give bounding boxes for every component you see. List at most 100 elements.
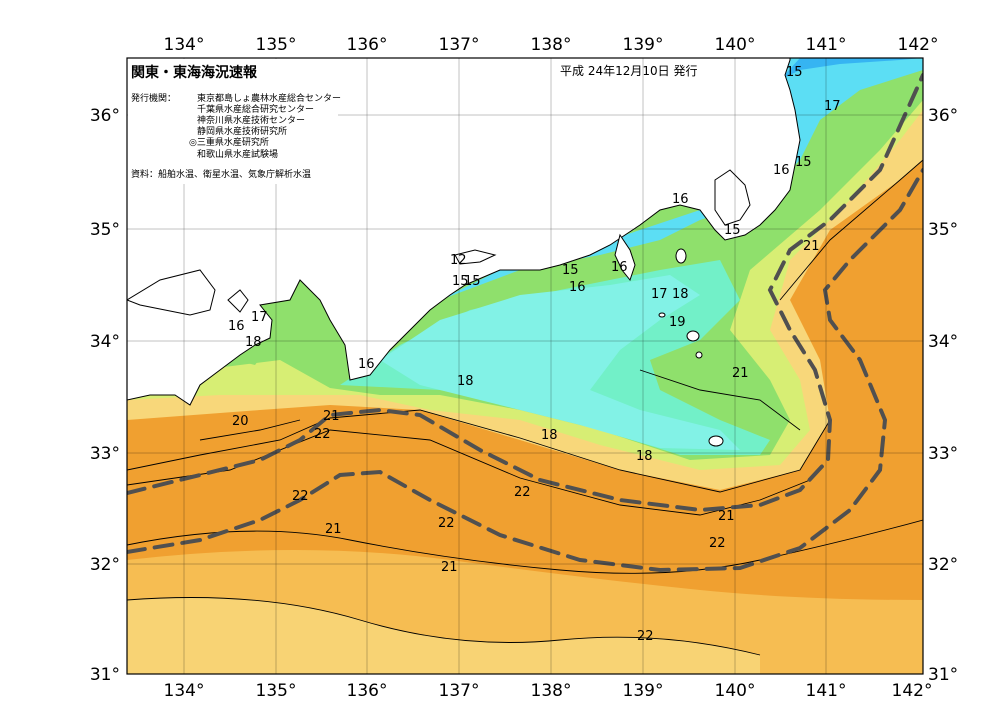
lat-label: 36° xyxy=(90,106,120,126)
issuer-5: ◎三重県水産研究所 xyxy=(189,136,269,148)
lon-label: 142° xyxy=(892,681,933,701)
lon-label: 134° xyxy=(164,681,205,701)
lat-label: 32° xyxy=(90,555,120,575)
lon-label: 135° xyxy=(256,681,297,701)
isotherm-label: 21 xyxy=(718,509,735,524)
isotherm-label: 17 xyxy=(824,99,841,114)
island-oshima xyxy=(675,248,687,264)
lon-label: 142° xyxy=(898,35,939,55)
island-miyake xyxy=(686,330,700,342)
isotherm-label: 21 xyxy=(803,239,820,254)
island-mikura xyxy=(695,351,703,359)
lat-label: 35° xyxy=(928,220,958,240)
lat-label: 32° xyxy=(928,555,958,575)
isotherm-label: 17 xyxy=(651,287,668,302)
bottom-longitude-labels: 134° 135° 136° 137° 138° 139° 140° 141° … xyxy=(164,681,933,701)
issuer-1: 東京都島しょ農林水産総合センター xyxy=(197,92,341,104)
isotherm-label: 21 xyxy=(325,522,342,537)
isotherm-label: 15 xyxy=(724,223,741,238)
left-latitude-labels: 36° 35° 34° 33° 32° 31° xyxy=(90,106,120,685)
isotherm-label: 16 xyxy=(773,163,790,178)
lon-label: 140° xyxy=(715,681,756,701)
lat-label: 35° xyxy=(90,220,120,240)
sea-zone-warm-pale xyxy=(127,597,760,674)
map-title: 関東・東海海況速報 xyxy=(131,64,258,81)
isotherm-label: 21 xyxy=(323,409,340,424)
sea-zone-sky xyxy=(780,58,923,80)
isotherm-label: 18 xyxy=(457,374,474,389)
isotherm-label: 15 xyxy=(795,155,812,170)
kuroshio-axis xyxy=(127,73,923,573)
issuer-4: 静岡県水産技術研究所 xyxy=(197,125,287,137)
land-shikoku xyxy=(127,269,216,316)
lat-label: 33° xyxy=(90,444,120,464)
islands xyxy=(658,248,724,447)
isotherm-label: 20 xyxy=(232,414,249,429)
isotherm-label: 16 xyxy=(611,260,628,275)
isotherm-label: 22 xyxy=(314,427,331,442)
right-latitude-labels: 36° 35° 34° 33° 32° 31° xyxy=(928,106,958,685)
lon-label: 141° xyxy=(806,35,847,55)
isotherm-label: 15 xyxy=(562,263,579,278)
isotherm-label: 15 xyxy=(452,274,469,289)
isotherm-label: 16 xyxy=(228,319,245,334)
isotherm-label: 18 xyxy=(541,428,558,443)
lon-label: 136° xyxy=(347,35,388,55)
lon-label: 138° xyxy=(531,681,572,701)
isotherm-label: 12 xyxy=(450,253,467,268)
lat-label: 33° xyxy=(928,444,958,464)
isotherm-label: 16 xyxy=(358,357,375,372)
isotherm-label: 18 xyxy=(636,449,653,464)
sea-zone-aqua xyxy=(380,275,740,450)
isotherm-label: 22 xyxy=(637,629,654,644)
issuer-6: 和歌山県水産試験場 xyxy=(197,148,278,160)
lat-label: 34° xyxy=(928,332,958,352)
issuer-2: 千葉県水産総合研究センター xyxy=(197,103,314,115)
lon-label: 139° xyxy=(623,681,664,701)
land-izu xyxy=(614,233,636,282)
lat-label: 31° xyxy=(90,665,120,685)
lat-label: 34° xyxy=(90,332,120,352)
isotherm-label: 17 xyxy=(251,310,268,325)
lon-label: 136° xyxy=(347,681,388,701)
lat-label: 36° xyxy=(928,106,958,126)
data-source: 資料：船舶水温、衛星水温、気象庁解析水温 xyxy=(131,168,311,180)
isotherm-label: 18 xyxy=(672,287,689,302)
island-hachijo xyxy=(708,435,724,447)
issuer-3: 神奈川県水産技術センター xyxy=(197,114,305,126)
lon-label: 141° xyxy=(806,681,847,701)
isotherm-label: 16 xyxy=(672,192,689,207)
lon-label: 137° xyxy=(439,681,480,701)
lon-label: 135° xyxy=(256,35,297,55)
isotherm-label: 15 xyxy=(464,274,481,289)
lon-label: 138° xyxy=(531,35,572,55)
isotherm-label: 21 xyxy=(732,366,749,381)
top-longitude-labels: 134° 135° 136° 137° 138° 139° 140° 141° … xyxy=(164,35,939,55)
lon-label: 140° xyxy=(715,35,756,55)
kuroshio-outer-path xyxy=(127,168,923,573)
map-frame xyxy=(126,57,924,675)
lon-label: 139° xyxy=(623,35,664,55)
issuer-label: 発行機関： xyxy=(131,92,176,104)
isotherm-label: 22 xyxy=(709,536,726,551)
issue-date: 平成 24年12月10日 発行 xyxy=(560,64,697,78)
isotherm-label: 22 xyxy=(292,489,309,504)
land-awaji xyxy=(227,289,249,313)
isotherm-label: 19 xyxy=(669,315,686,330)
kuroshio-inner-path xyxy=(127,73,923,513)
lon-label: 137° xyxy=(439,35,480,55)
isotherm-label: 16 xyxy=(569,280,586,295)
lon-label: 134° xyxy=(164,35,205,55)
isotherm-label: 18 xyxy=(245,335,262,350)
isotherm-label: 15 xyxy=(786,65,803,80)
isotherm-label: 21 xyxy=(441,560,458,575)
isotherm-label: 22 xyxy=(514,485,531,500)
header-box xyxy=(128,59,338,184)
isotherm-label: 22 xyxy=(438,516,455,531)
lat-lon-grid xyxy=(127,58,923,674)
lat-label: 31° xyxy=(928,665,958,685)
land-boso xyxy=(714,169,751,226)
sea-zone-cyan xyxy=(440,58,923,300)
isotherm-labels: 15 17 15 16 16 15 21 15 16 16 17 18 12 1… xyxy=(228,65,841,644)
